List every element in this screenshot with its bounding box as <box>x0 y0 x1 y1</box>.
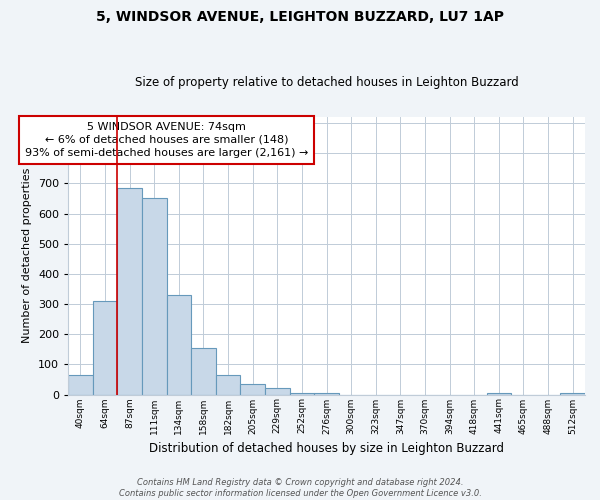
Bar <box>118 188 142 394</box>
Bar <box>93 301 118 394</box>
X-axis label: Distribution of detached houses by size in Leighton Buzzard: Distribution of detached houses by size … <box>149 442 504 455</box>
Bar <box>487 393 511 394</box>
Bar <box>314 393 339 394</box>
Title: Size of property relative to detached houses in Leighton Buzzard: Size of property relative to detached ho… <box>134 76 518 90</box>
Text: Contains HM Land Registry data © Crown copyright and database right 2024.
Contai: Contains HM Land Registry data © Crown c… <box>119 478 481 498</box>
Bar <box>191 348 216 395</box>
Text: 5 WINDSOR AVENUE: 74sqm
← 6% of detached houses are smaller (148)
93% of semi-de: 5 WINDSOR AVENUE: 74sqm ← 6% of detached… <box>25 122 308 158</box>
Y-axis label: Number of detached properties: Number of detached properties <box>22 168 32 344</box>
Bar <box>560 393 585 394</box>
Bar <box>216 375 241 394</box>
Bar <box>68 375 93 394</box>
Text: 5, WINDSOR AVENUE, LEIGHTON BUZZARD, LU7 1AP: 5, WINDSOR AVENUE, LEIGHTON BUZZARD, LU7… <box>96 10 504 24</box>
Bar <box>265 388 290 394</box>
Bar <box>241 384 265 394</box>
Bar <box>290 393 314 394</box>
Bar <box>142 198 167 394</box>
Bar <box>167 295 191 394</box>
